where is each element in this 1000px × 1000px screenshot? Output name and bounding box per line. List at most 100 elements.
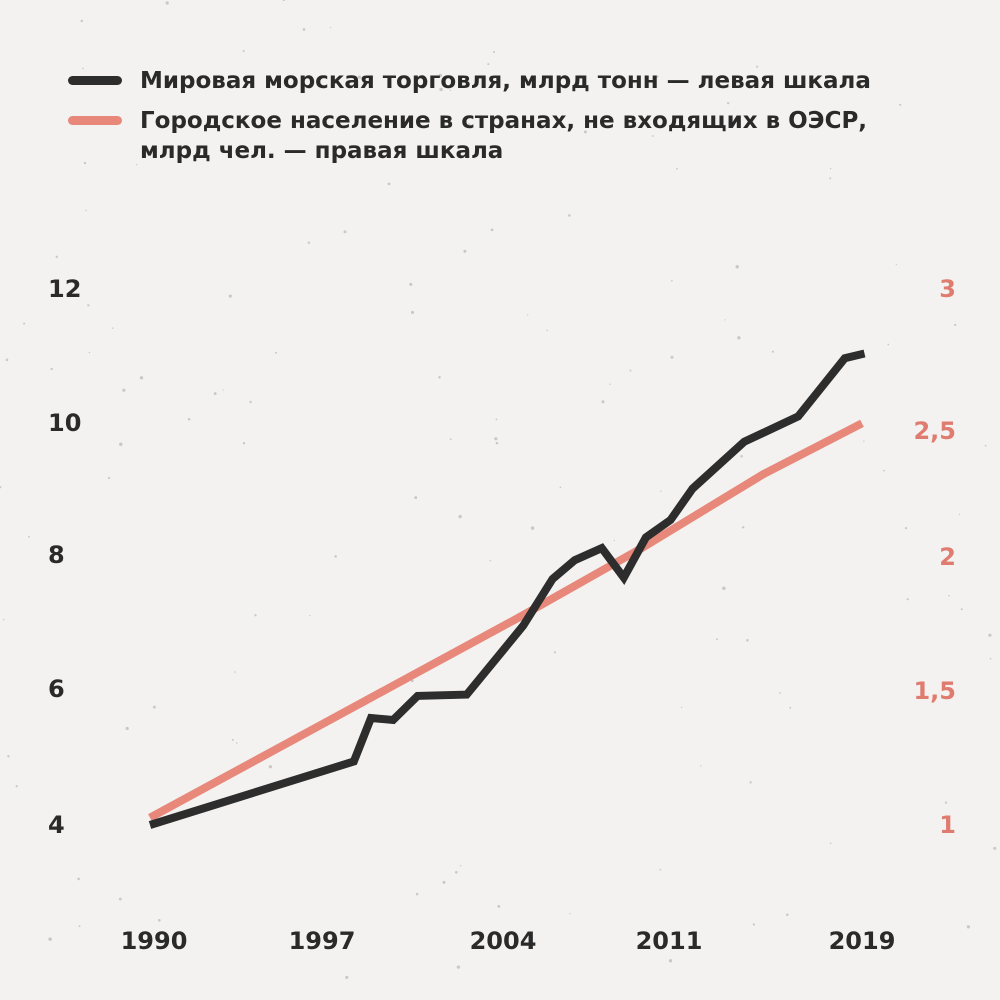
paper-speck (50, 367, 53, 371)
paper-speck (885, 946, 888, 950)
paper-speck (771, 350, 774, 353)
right-tick-label: 2 (939, 543, 956, 571)
paper-speck (449, 89, 452, 91)
paper-speck (546, 329, 548, 332)
paper-speck (651, 135, 654, 137)
paper-speck (671, 280, 673, 282)
paper-speck (187, 417, 191, 421)
paper-speck (989, 658, 992, 660)
left-tick-label: 10 (48, 409, 82, 437)
paper-speck (107, 476, 111, 480)
paper-speck (948, 594, 950, 597)
paper-speck (119, 442, 123, 446)
paper-speck (357, 75, 362, 79)
paper-speck (749, 781, 752, 784)
paper-speck (136, 164, 138, 166)
x-tick-label: 2004 (469, 927, 537, 955)
paper-speck (0, 486, 2, 489)
paper-speck (984, 444, 987, 447)
paper-speck (527, 314, 529, 316)
paper-speck (7, 755, 10, 758)
paper-speck (343, 230, 347, 234)
paper-speck (307, 241, 311, 244)
paper-speck (993, 846, 997, 850)
paper-speck (282, 0, 285, 2)
paper-speck (55, 255, 58, 258)
x-tick-label: 1990 (120, 927, 188, 955)
paper-speck (438, 375, 441, 379)
paper-speck (829, 842, 832, 844)
paper-speck (78, 925, 81, 928)
paper-speck (668, 959, 673, 963)
paper-speck (553, 651, 556, 654)
left-tick-label: 4 (48, 811, 65, 839)
legend-item-urban: Городское население в странах, не входящ… (68, 106, 900, 166)
paper-speck (242, 441, 246, 445)
paper-speck (235, 742, 238, 744)
paper-speck (609, 383, 611, 385)
paper-speck (5, 358, 9, 362)
paper-speck (660, 490, 662, 493)
paper-speck (456, 965, 461, 969)
left-tick-label: 12 (48, 275, 82, 303)
paper-speck (463, 249, 467, 253)
paper-speck (125, 726, 129, 731)
series-line-urban (148, 419, 864, 822)
legend-item-trade: Мировая морская торговля, млрд тонн — ле… (68, 66, 900, 96)
paper-speck (275, 351, 278, 354)
paper-speck (234, 671, 236, 673)
paper-speck (629, 369, 632, 372)
paper-speck (568, 214, 571, 217)
x-tick-label: 2011 (635, 927, 703, 955)
paper-speck (213, 392, 217, 396)
paper-speck (737, 336, 741, 340)
x-tick-label: 2019 (828, 927, 896, 955)
paper-speck (883, 469, 885, 472)
paper-speck (165, 1, 169, 5)
paper-speck (746, 639, 749, 642)
paper-speck (80, 19, 84, 23)
paper-speck (863, 440, 865, 442)
paper-speck (740, 454, 743, 458)
paper-speck (345, 975, 349, 979)
paper-speck (958, 513, 961, 516)
paper-speck (904, 526, 908, 530)
paper-speck (726, 102, 730, 105)
paper-speck (487, 63, 490, 66)
legend-label-trade: Мировая морская торговля, млрд тонн — ле… (140, 68, 871, 94)
paper-speck (960, 608, 963, 611)
paper-speck (489, 560, 492, 562)
paper-speck (48, 937, 52, 941)
paper-speck (111, 327, 114, 329)
paper-speck (887, 343, 890, 346)
paper-speck (309, 614, 311, 617)
paper-speck (409, 282, 413, 286)
paper-speck (786, 913, 789, 917)
paper-speck (700, 765, 702, 767)
paper-speck (569, 912, 571, 915)
paper-speck (966, 925, 971, 929)
series-line-trade (148, 349, 866, 829)
paper-speck (741, 526, 745, 529)
legend-swatch-trade (68, 76, 122, 85)
x-tick-label: 1997 (288, 927, 356, 955)
paper-speck (334, 555, 337, 558)
paper-speck (439, 87, 443, 92)
paper-speck (680, 706, 683, 708)
paper-speck (676, 167, 678, 170)
paper-speck (829, 168, 832, 170)
right-tick-label: 2,5 (913, 417, 956, 445)
paper-speck (495, 441, 499, 445)
paper-speck (242, 49, 245, 53)
paper-speck (906, 598, 909, 601)
paper-speck (752, 923, 756, 926)
paper-speck (789, 706, 792, 709)
paper-speck (244, 121, 247, 123)
paper-speck (724, 319, 726, 321)
paper-speck (735, 264, 739, 269)
paper-speck (601, 400, 605, 404)
paper-speck (122, 388, 126, 392)
paper-speck (779, 692, 781, 694)
